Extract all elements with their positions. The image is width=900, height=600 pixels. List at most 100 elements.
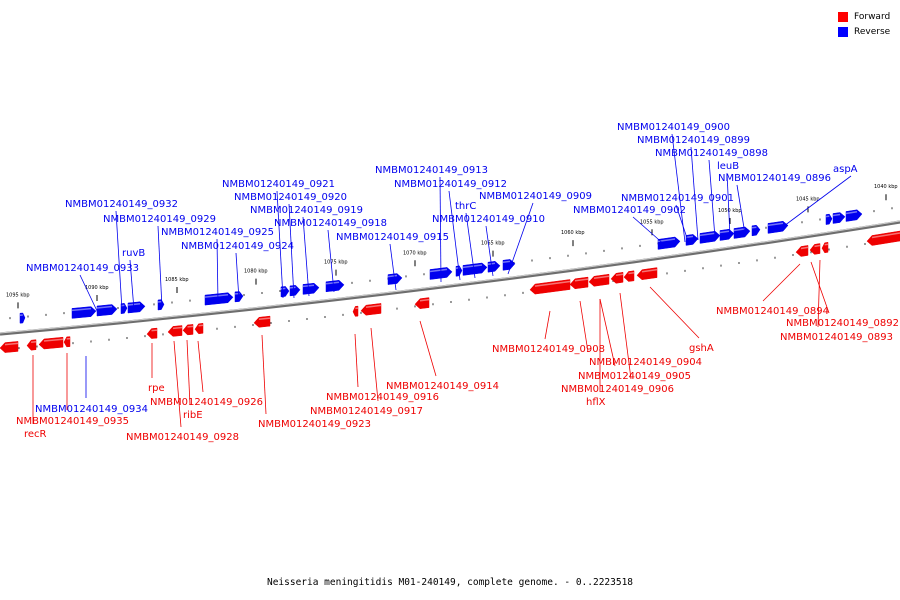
reverse-gene-label-leader <box>302 216 310 297</box>
forward-gene-arrow-shine <box>419 298 430 302</box>
reverse-gene-label-leader <box>235 252 240 301</box>
forward-gene-arrow <box>795 245 809 257</box>
reverse-gene-label-leader <box>465 212 476 279</box>
reverse-gene-label: NMBM01240149_0925 <box>161 227 274 238</box>
reverse-gene-label: NMBM01240149_0900 <box>617 122 730 133</box>
reverse-gene-label: NMBM01240149_0929 <box>103 214 216 225</box>
reverse-gene-arrow-shine <box>825 215 830 218</box>
forward-gene-arrow <box>821 242 829 254</box>
legend-item-forward: Forward <box>838 9 890 24</box>
reverse-gene-arrow <box>462 262 488 276</box>
forward-gene-arrow <box>809 243 821 255</box>
kbp-tick-label: 1045 kbp <box>796 196 820 202</box>
forward-gene-arrow-shine <box>574 278 589 282</box>
reverse-gene-label: thrC <box>455 201 476 212</box>
reverse-gene-arrow-shine <box>289 286 296 289</box>
reverse-gene-arrow <box>71 306 97 319</box>
legend-label-forward: Forward <box>854 11 891 22</box>
reverse-gene-arrow-shine <box>832 213 841 217</box>
forward-gene-label-leader <box>599 298 616 367</box>
reverse-gene-arrow-shine <box>845 211 858 215</box>
chromosome-backbone <box>0 220 900 336</box>
forward-gene-label-leader <box>619 292 632 380</box>
legend-item-reverse: Reverse <box>838 24 890 39</box>
reverse-gene-label-leader <box>736 184 746 235</box>
reverse-gene-label: NMBM01240149_0901 <box>621 193 734 204</box>
reverse-gene-arrow <box>387 273 403 285</box>
backbone-highlight <box>0 220 900 334</box>
forward-gene-arrow <box>352 305 359 317</box>
reverse-gene-arrow-shine <box>325 281 340 285</box>
kbp-tick-label: 1065 kbp <box>481 241 505 247</box>
forward-gene-label: NMBM01240149_0908 <box>492 344 605 355</box>
forward-gene-label-leader <box>197 340 204 393</box>
forward-gene-label: NMBM01240149_0893 <box>780 332 893 343</box>
forward-gene-arrow <box>610 272 624 284</box>
forward-gene-label-leader <box>810 261 830 314</box>
reverse-gene-label-leader <box>389 243 397 291</box>
forward-gene-label-leader <box>544 310 551 340</box>
forward-gene-arrow <box>529 279 571 295</box>
forward-gene-label-leader <box>173 340 182 428</box>
forward-gene-arrow-shine <box>365 304 382 308</box>
reverse-swatch <box>838 26 848 37</box>
reverse-gene-label-leader <box>632 216 667 247</box>
forward-gene-arrow <box>63 336 71 348</box>
reverse-gene-arrow-shine <box>462 264 483 269</box>
reverse-gene-arrow <box>289 285 301 297</box>
forward-gene-arrow-shine <box>814 244 821 248</box>
genome-caption: Neisseria meningitidis M01-240149, compl… <box>266 577 634 588</box>
forward-gene-label: NMBM01240149_0906 <box>561 384 674 395</box>
forward-gene-label-leader <box>817 259 821 328</box>
forward-gene-label-leader <box>419 320 437 377</box>
forward-gene-label: ribE <box>183 410 203 421</box>
reverse-gene-label: NMBM01240149_0909 <box>479 191 592 202</box>
reverse-gene-arrow <box>325 280 345 293</box>
reverse-gene-arrow <box>127 301 146 314</box>
reverse-gene-label-leader <box>507 202 534 275</box>
reverse-gene-label-leader <box>708 159 716 239</box>
forward-gene-label: NMBM01240149_0917 <box>310 406 423 417</box>
reverse-gene-label: ruvB <box>122 248 145 259</box>
reverse-gene-arrow <box>733 226 751 239</box>
reverse-gene-label-leader <box>216 238 219 303</box>
reverse-gene-label: NMBM01240149_0924 <box>181 241 294 252</box>
forward-gene-label: NMBM01240149_0914 <box>386 381 499 392</box>
forward-gene-arrow-shine <box>593 275 610 280</box>
reverse-gene-label: NMBM01240149_0932 <box>65 199 178 210</box>
forward-gene-label: NMBM01240149_0905 <box>578 371 691 382</box>
reverse-gene-arrow-shine <box>767 222 784 227</box>
forward-gene-arrow-shine <box>172 326 183 330</box>
forward-gene-arrow-shine <box>641 268 658 273</box>
reverse-gene-arrow <box>832 212 846 224</box>
kbp-tick-label: 1040 kbp <box>874 184 898 190</box>
reverse-gene-label-leader <box>115 210 123 311</box>
reverse-gene-arrow-shine <box>733 228 746 232</box>
reverse-gene-label: NMBM01240149_0896 <box>718 173 831 184</box>
reverse-gene-label-leader <box>129 259 135 311</box>
forward-gene-label: rpe <box>148 383 165 394</box>
kbp-tick-label: 1080 kbp <box>244 269 268 275</box>
forward-gene-label: NMBM01240149_0894 <box>716 306 829 317</box>
reverse-gene-label: NMBM01240149_0919 <box>250 205 363 216</box>
reverse-gene-arrow <box>685 234 699 246</box>
forward-gene-label-leader <box>649 286 700 339</box>
forward-gene-label-leader <box>354 333 359 388</box>
reverse-gene-arrow-shine <box>699 232 716 237</box>
reverse-gene-label-leader <box>327 229 335 293</box>
reverse-gene-label-leader <box>157 225 163 309</box>
reverse-gene-label-leader <box>779 175 852 230</box>
reverse-gene-arrow-shine <box>751 226 757 229</box>
forward-gene-arrow-shine <box>151 329 158 332</box>
reverse-gene-label: NMBM01240149_0913 <box>375 165 488 176</box>
reverse-gene-arrow-shine <box>387 274 398 278</box>
kbp-tick-label: 1095 kbp <box>6 292 30 298</box>
reverse-gene-arrow <box>657 236 681 250</box>
kbp-tick-label: 1055 kbp <box>640 219 664 225</box>
forward-gene-arrow-shine <box>824 243 829 246</box>
reverse-gene-arrow-shine <box>502 260 511 264</box>
kbp-tick-label: 1070 kbp <box>403 250 427 256</box>
kbp-tick-label: 1060 kbp <box>561 230 585 236</box>
forward-gene-arrow <box>569 276 589 290</box>
